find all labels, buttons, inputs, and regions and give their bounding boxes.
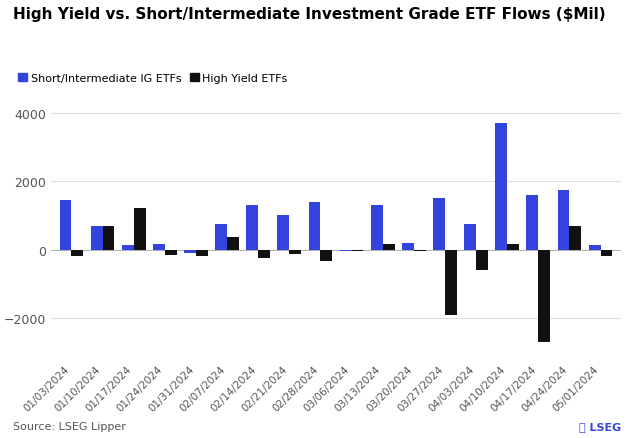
Text: Source: LSEG Lipper: Source: LSEG Lipper [13,421,125,431]
Bar [308,202,321,250]
Bar [258,250,270,258]
Bar [383,244,394,250]
Bar [246,205,258,250]
Bar [91,226,102,250]
Bar [153,245,165,250]
Text: Ⓛ LSEG: Ⓛ LSEG [579,421,621,431]
Bar [165,250,177,255]
Text: High Yield vs. Short/Intermediate Investment Grade ETF Flows ($Mil): High Yield vs. Short/Intermediate Invest… [13,7,605,21]
Bar [414,250,426,251]
Bar [589,246,600,250]
Bar [289,250,301,254]
Bar [402,243,414,250]
Bar [102,227,115,250]
Bar [600,250,612,257]
Bar [433,199,445,250]
Bar [278,216,289,250]
Bar [527,195,538,250]
Bar [122,246,134,250]
Bar [184,250,196,253]
Bar [227,237,239,250]
Bar [557,190,570,250]
Bar [134,209,145,250]
Bar [72,250,83,257]
Bar [464,224,476,250]
Bar [507,245,519,250]
Bar [60,201,72,250]
Legend: Short/Intermediate IG ETFs, High Yield ETFs: Short/Intermediate IG ETFs, High Yield E… [19,74,287,84]
Bar [538,250,550,342]
Bar [351,250,364,252]
Bar [371,205,383,250]
Bar [445,250,457,315]
Bar [495,124,507,250]
Bar [215,224,227,250]
Bar [476,250,488,270]
Bar [196,250,208,256]
Bar [340,250,351,252]
Bar [570,227,581,250]
Bar [321,250,332,262]
